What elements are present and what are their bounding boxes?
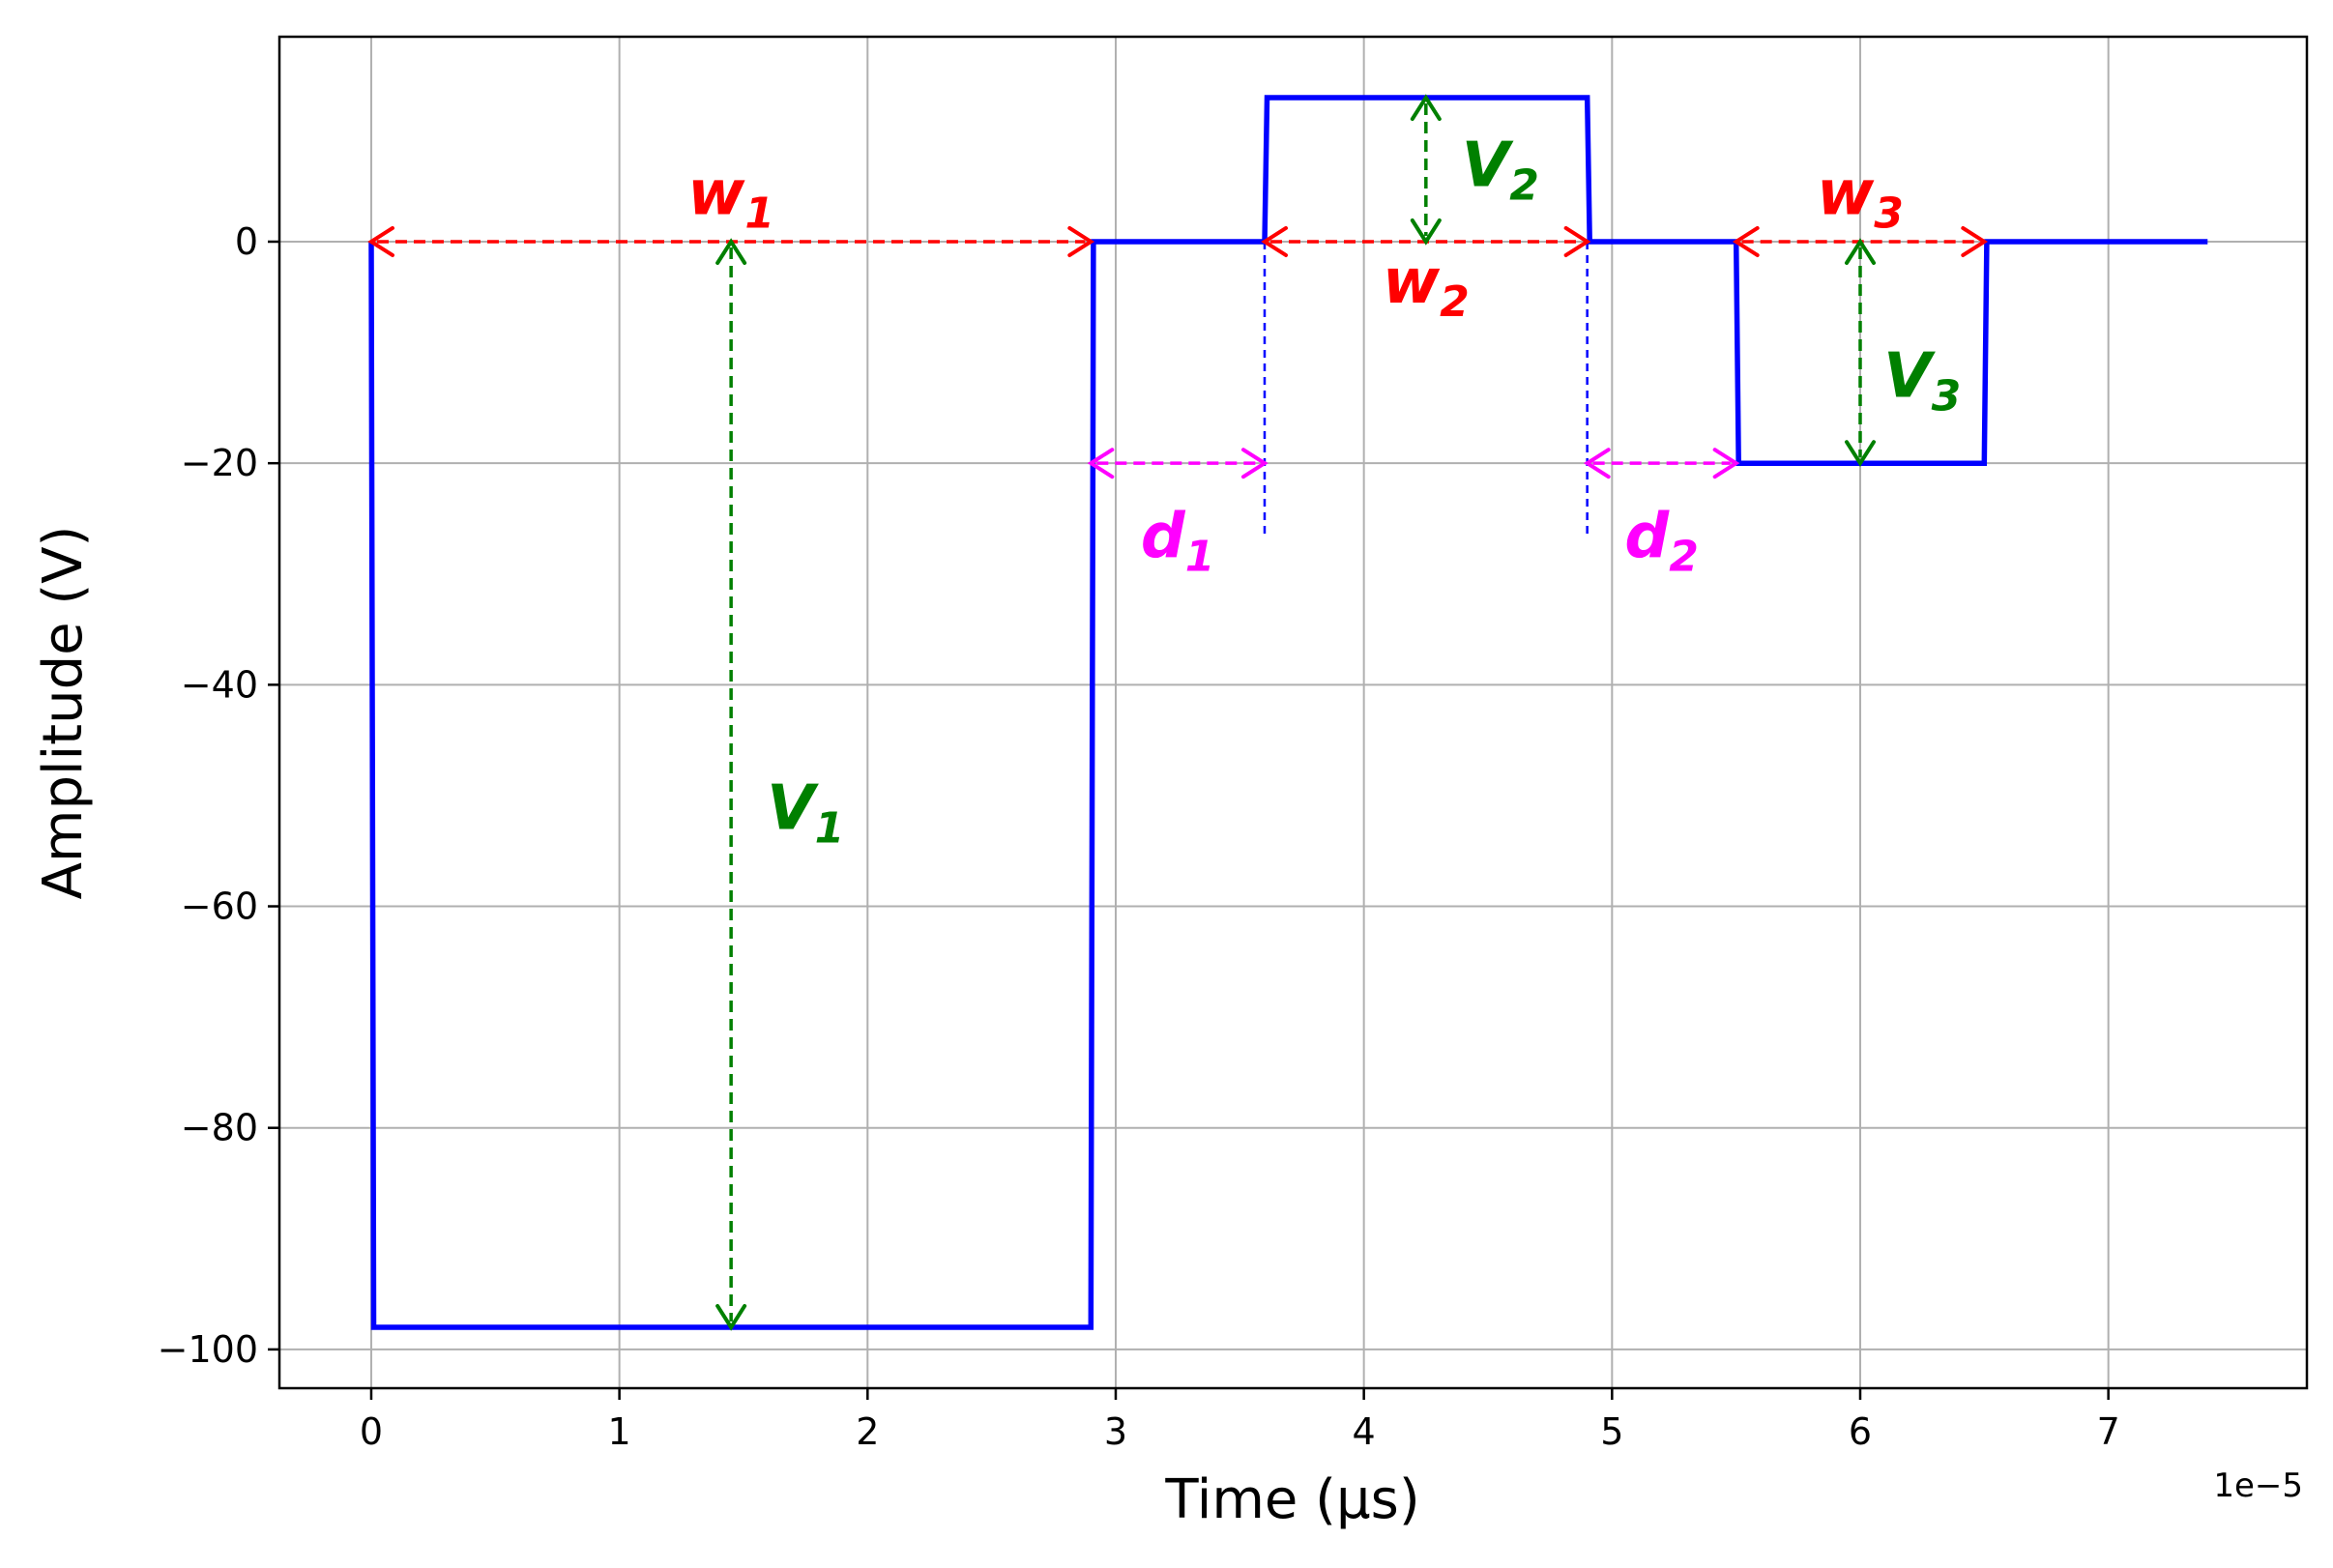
arrow-V1-head-start xyxy=(715,238,747,265)
label-w3-base: w xyxy=(1817,158,1875,229)
label-w2: w2 xyxy=(1383,247,1470,327)
x-offset-label: 1e−5 xyxy=(2213,1466,2303,1505)
guide-lines xyxy=(1263,241,1589,536)
x-axis-label: Time (μs) xyxy=(1164,1468,1419,1531)
label-V2-base: V xyxy=(1462,131,1514,202)
x-tick-label: 0 xyxy=(360,1410,383,1453)
arrow-V1-head-end xyxy=(715,1303,747,1331)
y-axis-label: Amplitude (V) xyxy=(32,526,95,900)
y-tick-label: −60 xyxy=(181,886,258,928)
y-tick-label: 0 xyxy=(235,220,258,263)
grid xyxy=(279,37,2307,1388)
arrow-w3-head-end xyxy=(1961,225,1989,257)
x-tick-label: 2 xyxy=(856,1410,879,1453)
arrow-V3-head-end xyxy=(1844,440,1876,467)
arrow-d1-head-start xyxy=(1087,448,1115,479)
label-V1-base: V xyxy=(767,772,819,844)
label-w2-base: w xyxy=(1383,247,1441,318)
x-tick-label: 3 xyxy=(1104,1410,1127,1453)
arrow-w2-head-end xyxy=(1563,225,1591,257)
label-w3-subscript: 3 xyxy=(1874,189,1904,238)
label-w1: w1 xyxy=(687,158,774,238)
label-w1-subscript: 1 xyxy=(744,189,774,238)
arrow-w1-head-start xyxy=(367,225,394,257)
waveform-line xyxy=(368,95,2208,1330)
y-tick-label: −80 xyxy=(181,1107,258,1149)
label-V3-base: V xyxy=(1883,340,1936,412)
label-d1-subscript: 1 xyxy=(1185,533,1215,582)
arrow-w3-head-start xyxy=(1732,225,1760,257)
arrow-d2-head-end xyxy=(1712,448,1740,479)
x-tick-label: 6 xyxy=(1849,1410,1872,1453)
arrow-V2-head-start xyxy=(1410,94,1442,122)
label-V2: V2 xyxy=(1462,131,1539,211)
label-d2-subscript: 2 xyxy=(1669,533,1699,582)
label-V2-subscript: 2 xyxy=(1509,161,1539,211)
arrow-V3-head-start xyxy=(1844,238,1876,265)
series-layer xyxy=(368,95,2208,1330)
arrow-d1-head-end xyxy=(1240,448,1269,479)
x-tick-label: 7 xyxy=(2097,1410,2120,1453)
x-tick-label: 4 xyxy=(1353,1410,1376,1453)
arrow-w1-head-end xyxy=(1067,225,1095,257)
label-w1-base: w xyxy=(687,158,745,229)
y-tick-label: −20 xyxy=(181,442,258,484)
label-d1-base: d xyxy=(1141,502,1186,573)
arrow-d2-head-start xyxy=(1583,448,1611,479)
arrow-V2-head-end xyxy=(1410,218,1442,246)
label-V3-subscript: 3 xyxy=(1932,371,1962,421)
label-w2-subscript: 2 xyxy=(1440,277,1470,327)
label-d2: d2 xyxy=(1624,502,1698,582)
label-d1: d1 xyxy=(1141,502,1214,582)
annotation-arrows xyxy=(367,94,1989,1331)
label-w3: w3 xyxy=(1817,158,1904,238)
axis-ticks: 0 1 2 3 4 5 6 7 0 −20 −40 −60 −80 −100 xyxy=(158,220,2120,1453)
x-tick-label: 1 xyxy=(608,1410,631,1453)
label-d2-base: d xyxy=(1624,502,1670,573)
arrow-w2-head-start xyxy=(1261,225,1288,257)
y-tick-label: −100 xyxy=(158,1328,258,1371)
plot-frame xyxy=(277,35,2309,1390)
y-tick-label: −40 xyxy=(181,663,258,706)
x-tick-label: 5 xyxy=(1600,1410,1623,1453)
label-V1: V1 xyxy=(767,772,844,853)
label-V1-subscript: 1 xyxy=(815,803,845,853)
label-V3: V3 xyxy=(1883,340,1961,421)
